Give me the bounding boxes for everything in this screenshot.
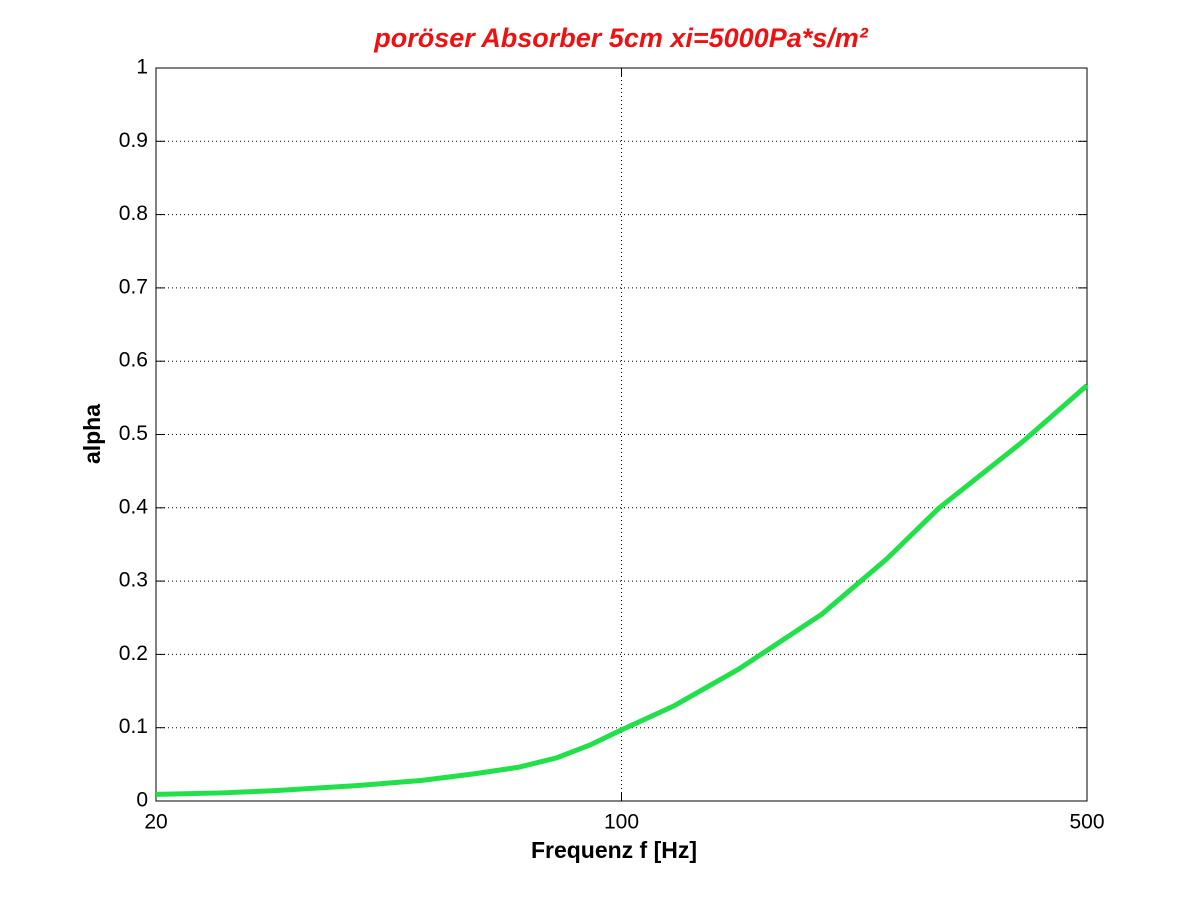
x-axis-label: Frequenz f [Hz] (531, 837, 697, 863)
y-tick-label: 0.5 (119, 422, 148, 445)
y-tick-label: 1 (136, 56, 148, 79)
y-tick-label: 0.1 (119, 715, 148, 738)
chart-title: poröser Absorber 5cm xi=5000Pa*s/m² (373, 23, 868, 53)
y-tick-label: 0.4 (119, 495, 149, 518)
y-tick-label: 0.7 (119, 275, 148, 298)
y-axis-label: alpha (79, 404, 105, 464)
y-tick-label: 0.6 (119, 349, 148, 372)
y-tick-label: 0.9 (119, 129, 148, 152)
x-tick-label: 500 (1069, 811, 1104, 834)
y-tick-label: 0.3 (119, 569, 148, 592)
x-tick-label: 20 (144, 811, 167, 834)
y-tick-label: 0.8 (119, 202, 148, 225)
x-tick-label: 100 (604, 811, 639, 834)
data-line (155, 383, 1089, 797)
y-tick-label: 0 (136, 789, 148, 812)
plot-frame (155, 67, 1088, 802)
y-tick-label: 0.2 (119, 642, 148, 665)
